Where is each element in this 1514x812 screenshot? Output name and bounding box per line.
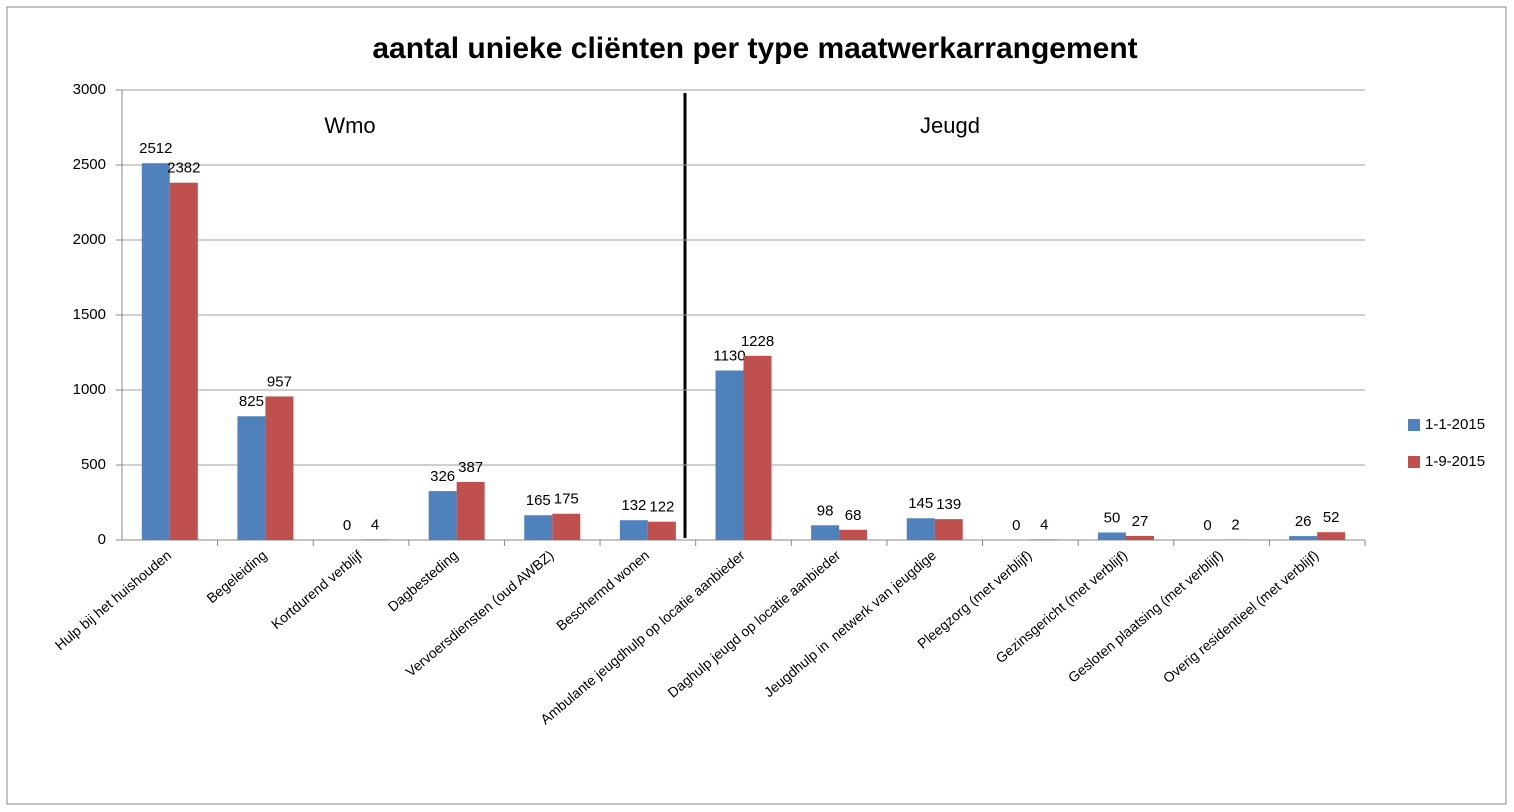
data-label: 175	[554, 491, 579, 508]
bar	[934, 519, 963, 540]
legend-swatch	[1408, 456, 1420, 468]
legend-swatch	[1408, 419, 1420, 431]
data-label: 387	[458, 459, 483, 476]
y-tick-label: 0	[98, 531, 106, 548]
bar	[1317, 532, 1346, 540]
y-tick-label: 2000	[73, 231, 106, 248]
data-label: 0	[1012, 517, 1020, 534]
legend-label: 1-1-2015	[1425, 416, 1485, 433]
data-label: 2512	[139, 140, 172, 157]
bar	[1289, 536, 1318, 540]
y-tick-label: 1000	[73, 381, 106, 398]
data-label: 139	[936, 496, 961, 513]
data-label: 4	[371, 516, 379, 533]
data-label: 326	[430, 468, 455, 485]
data-label: 957	[267, 373, 292, 390]
data-label: 132	[621, 497, 646, 514]
data-label: 145	[908, 495, 933, 512]
bar	[361, 539, 390, 540]
data-label: 1130	[713, 347, 745, 364]
bar	[619, 520, 648, 540]
data-label: 50	[1104, 509, 1121, 526]
annotation: Wmo	[324, 113, 375, 138]
bar	[428, 491, 457, 540]
bar	[647, 521, 676, 540]
y-tick-label: 3000	[73, 81, 106, 98]
bar	[456, 481, 485, 540]
bar	[1030, 539, 1059, 540]
data-label: 98	[817, 502, 834, 519]
bar	[839, 529, 868, 540]
y-tick-label: 2500	[73, 156, 106, 173]
bar	[1125, 535, 1154, 540]
chart-title: aantal unieke cliënten per type maatwerk…	[372, 32, 1137, 65]
bar	[552, 513, 581, 540]
data-label: 2382	[167, 160, 200, 177]
bar	[811, 525, 840, 540]
bar	[743, 355, 772, 540]
data-label: 122	[649, 499, 674, 516]
bar	[715, 370, 744, 540]
data-label: 2	[1231, 517, 1239, 534]
data-label: 825	[239, 393, 264, 410]
legend-label: 1-9-2015	[1425, 453, 1485, 470]
data-label: 1228	[741, 333, 774, 350]
data-label: 27	[1132, 513, 1149, 530]
data-label: 4	[1040, 516, 1048, 533]
data-label: 0	[343, 517, 351, 534]
bar	[169, 182, 198, 540]
bar	[906, 518, 935, 540]
data-label: 68	[845, 507, 862, 524]
data-label: 0	[1203, 517, 1211, 534]
bar	[237, 416, 266, 540]
data-label: 26	[1295, 513, 1312, 530]
y-tick-label: 1500	[73, 306, 106, 323]
y-tick-label: 500	[81, 456, 106, 473]
bar	[1097, 532, 1126, 540]
bar	[141, 163, 170, 540]
data-label: 165	[526, 492, 551, 509]
bar	[265, 396, 294, 540]
data-label: 52	[1323, 509, 1340, 526]
annotation: Jeugd	[920, 113, 980, 138]
bar	[524, 515, 553, 540]
